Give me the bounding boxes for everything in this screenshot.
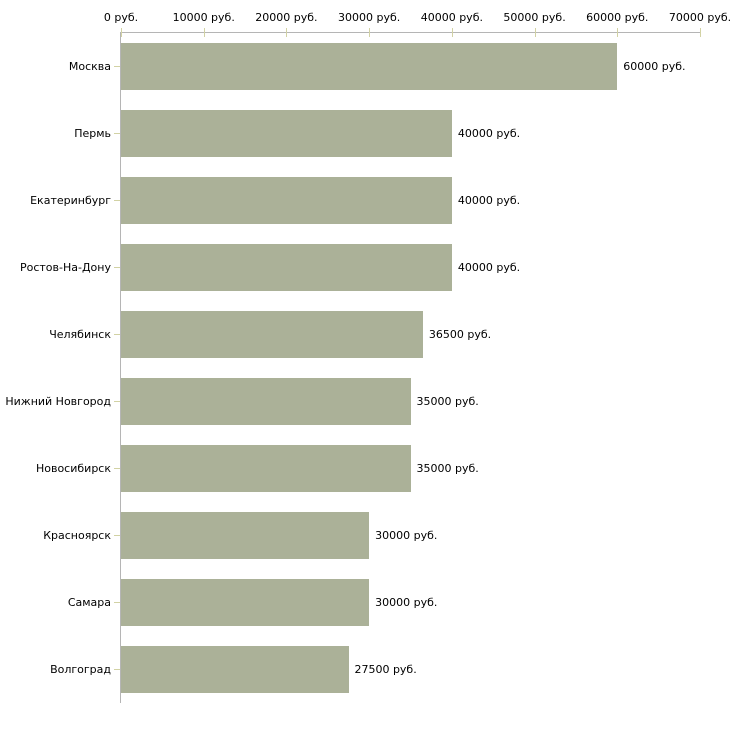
y-axis-line <box>120 32 121 703</box>
bar <box>121 244 452 291</box>
value-label: 35000 руб. <box>416 462 479 475</box>
x-tick-label: 40000 руб. <box>420 11 483 24</box>
y-tick-mark <box>114 669 120 670</box>
x-tick-label: 0 руб. <box>103 11 139 24</box>
x-tick-mark <box>369 28 371 37</box>
bar-row: Самара 30000 руб. <box>68 569 700 636</box>
bar <box>121 579 370 626</box>
bar <box>121 177 452 224</box>
x-tick-mark <box>286 28 288 37</box>
x-tick-mark <box>534 28 536 37</box>
bar <box>121 445 411 492</box>
x-tick-mark <box>121 28 122 37</box>
value-label: 40000 руб. <box>457 194 521 207</box>
category-label: Пермь <box>74 127 111 140</box>
bar-row: Новосибирск 35000 руб. <box>36 435 700 502</box>
x-tick-label: 10000 руб. <box>172 11 235 24</box>
bar <box>121 110 452 157</box>
bar <box>121 512 370 559</box>
value-label: 60000 руб. <box>623 60 686 73</box>
category-label: Новосибирск <box>35 462 111 475</box>
x-tick-mark <box>617 28 619 37</box>
y-tick-mark <box>114 401 120 402</box>
value-label: 40000 руб. <box>457 127 521 140</box>
category-label: Москва <box>68 60 111 73</box>
y-tick-mark <box>114 133 120 134</box>
bar-row: Екатеринбург 40000 руб. <box>30 167 700 234</box>
bar-row: Москва 60000 руб. <box>69 33 700 100</box>
value-label: 27500 руб. <box>354 663 417 676</box>
value-label: 36500 руб. <box>428 328 492 341</box>
category-label: Волгоград <box>50 663 111 676</box>
y-tick-mark <box>114 267 120 268</box>
bar <box>121 378 411 425</box>
category-label: Красноярск <box>43 529 111 542</box>
x-tick-mark <box>451 28 453 37</box>
y-tick-mark <box>114 334 120 335</box>
y-tick-mark <box>114 66 120 67</box>
y-tick-mark <box>114 535 120 536</box>
y-tick-mark <box>114 602 120 603</box>
category-label: Самара <box>67 596 111 609</box>
category-label: Ростов-На-Дону <box>19 261 111 274</box>
bar-row: Волгоград 27500 руб. <box>50 636 700 703</box>
x-tick-label: 70000 руб. <box>668 11 730 24</box>
value-label: 40000 руб. <box>457 261 521 274</box>
category-label: Екатеринбург <box>30 194 111 207</box>
x-tick-label: 20000 руб. <box>255 11 318 24</box>
x-tick-mark <box>203 28 205 37</box>
y-tick-mark <box>114 200 120 201</box>
value-label: 30000 руб. <box>375 529 438 542</box>
bar-row: Нижний Новгород 35000 руб. <box>5 368 700 435</box>
bar-row: Ростов-На-Дону 40000 руб. <box>20 234 700 301</box>
x-axis-line <box>120 32 701 33</box>
bar-row: Пермь 40000 руб. <box>74 100 700 167</box>
category-label: Челябинск <box>49 328 111 341</box>
x-tick-label: 50000 руб. <box>503 11 566 24</box>
plot-area: Москва 60000 руб. Пермь 40000 руб. Екатеринб… <box>5 33 700 703</box>
bar <box>121 311 423 358</box>
bar-row: Челябинск 36500 руб. <box>49 301 700 368</box>
bar <box>121 43 618 90</box>
x-tick-label: 60000 руб. <box>586 11 649 24</box>
value-label: 35000 руб. <box>416 395 479 408</box>
x-tick-label: 30000 руб. <box>338 11 401 24</box>
bar-row: Красноярск 30000 руб. <box>43 502 700 569</box>
category-label: Нижний Новгород <box>5 395 111 408</box>
value-label: 30000 руб. <box>375 596 438 609</box>
x-tick-mark <box>700 28 701 37</box>
bar <box>121 646 349 693</box>
y-tick-mark <box>114 468 120 469</box>
